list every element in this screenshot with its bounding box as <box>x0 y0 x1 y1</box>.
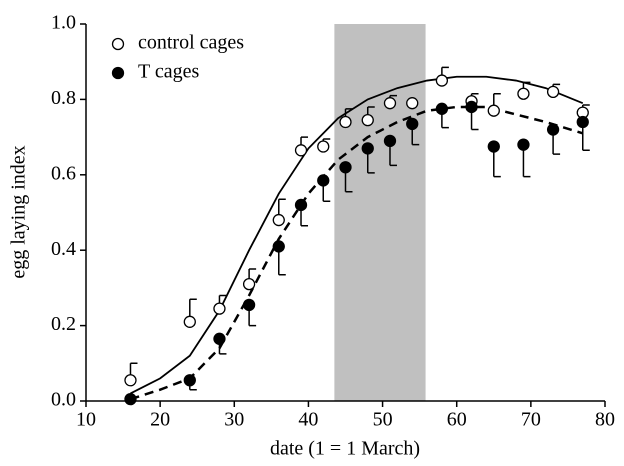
data-point <box>487 140 500 153</box>
data-point <box>317 174 330 187</box>
data-point <box>435 102 449 115</box>
data-point <box>124 374 137 387</box>
data-point <box>242 277 256 291</box>
data-point <box>361 142 374 155</box>
data-point <box>361 113 374 127</box>
y-tick-label: 0.0 <box>51 389 76 411</box>
data-point <box>383 134 397 148</box>
data-point <box>339 161 352 174</box>
data-point <box>317 140 330 153</box>
data-point <box>294 198 308 212</box>
x-tick-label: 20 <box>150 409 170 431</box>
x-tick-label: 80 <box>595 409 615 431</box>
legend-label: control cages <box>138 32 244 54</box>
data-point <box>272 240 285 253</box>
data-point <box>183 315 196 328</box>
data-point <box>517 87 530 100</box>
data-point <box>465 100 478 114</box>
data-point <box>576 115 589 129</box>
y-axis-label: egg laying index <box>8 145 30 278</box>
x-tick-label: 60 <box>447 409 467 431</box>
legend-label: T cages <box>138 61 199 83</box>
shaded-period <box>334 24 426 401</box>
data-point <box>213 302 226 315</box>
y-tick-label: 0.2 <box>51 313 76 335</box>
x-axis-label: date (1 = 1 March) <box>270 438 420 460</box>
data-point <box>242 298 256 312</box>
y-tick-label: 0.6 <box>51 162 76 184</box>
data-point <box>435 74 449 87</box>
data-point <box>272 213 285 227</box>
data-point <box>406 117 419 131</box>
data-point <box>546 85 560 99</box>
y-tick-label: 0.8 <box>51 87 76 109</box>
data-point <box>294 144 308 157</box>
data-point <box>406 97 419 110</box>
legend-marker <box>111 37 125 51</box>
data-point <box>124 392 137 406</box>
y-tick-label: 0.4 <box>51 238 76 260</box>
data-point <box>183 374 196 387</box>
fit-line <box>130 105 584 401</box>
data-point <box>383 97 397 110</box>
data-point <box>546 123 560 136</box>
data-point <box>213 332 226 345</box>
fit-line <box>130 75 584 395</box>
data-point <box>517 138 530 151</box>
x-tick-label: 40 <box>298 409 318 431</box>
x-tick-label: 50 <box>373 409 393 431</box>
legend-marker <box>111 66 125 80</box>
x-tick-label: 10 <box>76 409 96 431</box>
y-tick-label: 1.0 <box>51 12 76 34</box>
x-tick-label: 30 <box>224 409 244 431</box>
x-tick-label: 70 <box>521 409 541 431</box>
data-point <box>339 115 352 129</box>
data-point <box>487 104 500 117</box>
